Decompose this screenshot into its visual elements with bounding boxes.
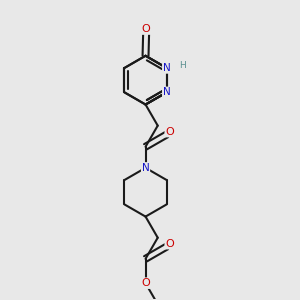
Text: O: O bbox=[141, 278, 150, 288]
Text: N: N bbox=[163, 63, 170, 73]
Text: O: O bbox=[165, 127, 174, 136]
Text: H: H bbox=[179, 61, 185, 70]
Text: O: O bbox=[165, 238, 174, 249]
Text: N: N bbox=[163, 87, 170, 97]
Text: N: N bbox=[142, 163, 149, 173]
Text: O: O bbox=[142, 24, 151, 34]
